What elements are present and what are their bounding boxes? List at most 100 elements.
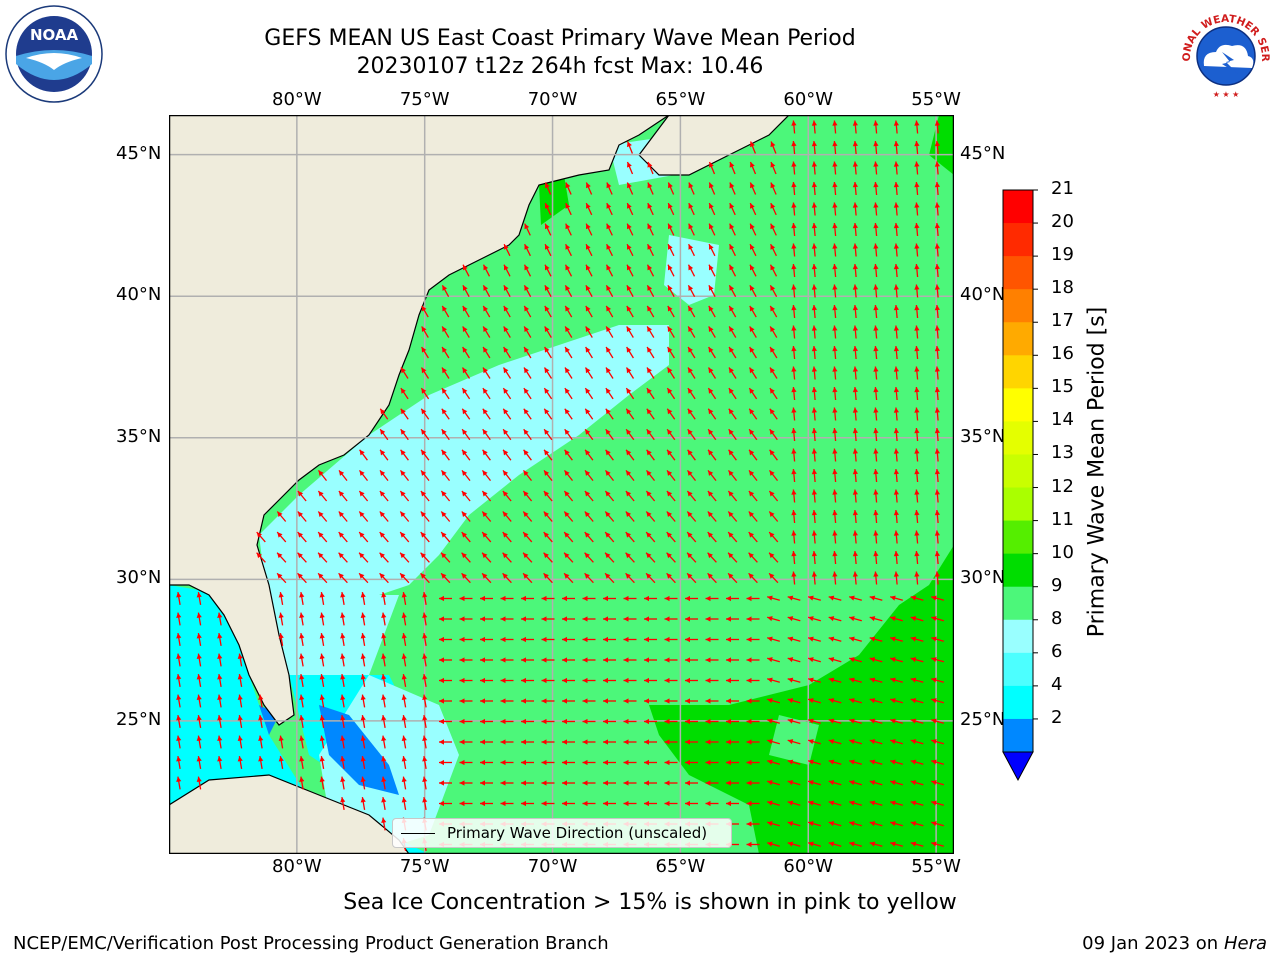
wave-arrow-head [338, 573, 344, 579]
wave-arrow-head [914, 428, 920, 434]
wave-arrow-head [893, 428, 899, 434]
wave-arrow-head [832, 120, 838, 126]
wave-arrow-head [726, 739, 731, 745]
wave-arrow-head [828, 821, 835, 827]
wave-arrow-head [729, 326, 734, 332]
footer-credit: NCEP/EMC/Verification Post Processing Pr… [13, 933, 609, 954]
wave-arrow-head [644, 759, 649, 766]
wave-arrow-head [852, 448, 858, 454]
wave-arrow-head [541, 698, 547, 704]
wave-arrow-head [217, 756, 223, 762]
wave-arrow-head [664, 780, 670, 786]
wave-arrow-head [767, 616, 773, 622]
wave-arrow-head [873, 346, 879, 352]
wave-arrow-head [708, 470, 714, 476]
wave-arrow-head [502, 491, 509, 497]
wave-arrow-head [791, 366, 797, 372]
wave-arrow-head [934, 510, 940, 516]
wave-arrow-head [664, 595, 670, 602]
lat-label-right: 30°N [960, 567, 1006, 589]
wave-arrow-head [627, 244, 632, 250]
wave-arrow-head [644, 698, 649, 704]
wave-arrow-head [832, 530, 838, 536]
wave-arrow-head [503, 449, 509, 456]
wave-arrow-head [297, 511, 303, 517]
wave-arrow-head [480, 759, 485, 766]
wave-arrow-head [503, 305, 509, 312]
colorbar-segment [1003, 322, 1033, 356]
wave-arrow-head [196, 633, 202, 639]
wave-arrow-head [176, 776, 182, 782]
wave-arrow-head [750, 244, 755, 250]
wave-arrow-head [564, 573, 570, 579]
wave-arrow-head [869, 616, 876, 622]
wave-arrow-head [685, 616, 690, 622]
wave-arrow-head [482, 388, 488, 394]
wave-arrow-head [664, 636, 670, 643]
wave-arrow-head [893, 120, 899, 126]
wave-arrow-head [585, 326, 591, 332]
wave-arrow-head [808, 780, 814, 786]
wave-arrow-head [890, 616, 896, 622]
wave-arrow-head [196, 776, 202, 782]
wave-arrow-head [541, 616, 547, 622]
wave-arrow-head [914, 571, 920, 577]
wave-arrow-head [196, 756, 202, 762]
wave-arrow-head [541, 595, 547, 602]
wave-arrow-head [462, 470, 468, 476]
wave-arrow-head [728, 511, 734, 517]
wave-arrow-head [688, 285, 694, 291]
wave-arrow-head [791, 428, 797, 434]
wave-arrow-head [603, 657, 608, 663]
wave-arrow-head [480, 595, 485, 602]
wave-arrow-head [893, 551, 899, 557]
wave-arrow-head [791, 243, 797, 249]
wave-arrow-head [746, 698, 752, 704]
wave-arrow-head [688, 367, 693, 374]
wave-arrow-head [502, 573, 508, 579]
wave-arrow-head [459, 657, 465, 663]
wave-arrow-head [340, 694, 346, 700]
wave-arrow-head [811, 325, 817, 331]
wave-arrow-head [623, 657, 629, 663]
wave-arrow-head [746, 759, 752, 766]
wave-arrow-head [543, 573, 549, 579]
wave-arrow-head [586, 223, 591, 230]
wave-arrow-head [869, 698, 876, 704]
wave-arrow-head [421, 470, 427, 476]
wave-arrow-head [811, 469, 817, 475]
wave-arrow-head [523, 573, 529, 579]
wave-arrow-head [644, 780, 649, 786]
wave-arrow-head [360, 694, 366, 700]
wave-arrow-head [401, 694, 407, 700]
wave-arrow-head [811, 366, 817, 372]
wave-arrow-head [459, 800, 465, 807]
wave-arrow-head [770, 141, 776, 148]
wave-arrow-head [914, 366, 920, 372]
wave-arrow-head [852, 551, 858, 557]
wave-arrow-head [873, 182, 879, 188]
wave-arrow-head [544, 429, 550, 435]
wave-arrow-head [890, 841, 896, 847]
wave-arrow-head [709, 182, 714, 189]
wave-arrow-head [420, 552, 426, 559]
wave-arrow-head [545, 223, 550, 230]
wave-arrow-head [852, 120, 858, 126]
wave-arrow-head [523, 511, 529, 517]
wave-arrow-head [869, 718, 876, 724]
wave-arrow-head [521, 718, 526, 725]
wave-arrow-head [500, 698, 506, 704]
wave-arrow-head [687, 388, 693, 394]
wave-arrow-head [647, 305, 652, 312]
wave-arrow-head [483, 264, 489, 271]
wave-arrow-head [708, 326, 714, 332]
wave-arrow-head [726, 759, 731, 766]
wave-arrow-head [586, 182, 591, 189]
wave-arrow-head [480, 636, 485, 643]
wave-arrow-head [523, 532, 529, 538]
wave-arrow-head [439, 739, 444, 745]
wave-arrow-head [564, 491, 570, 497]
wave-arrow-head [893, 448, 899, 454]
wave-arrow-head [644, 657, 649, 663]
wave-arrow-head [746, 636, 752, 643]
